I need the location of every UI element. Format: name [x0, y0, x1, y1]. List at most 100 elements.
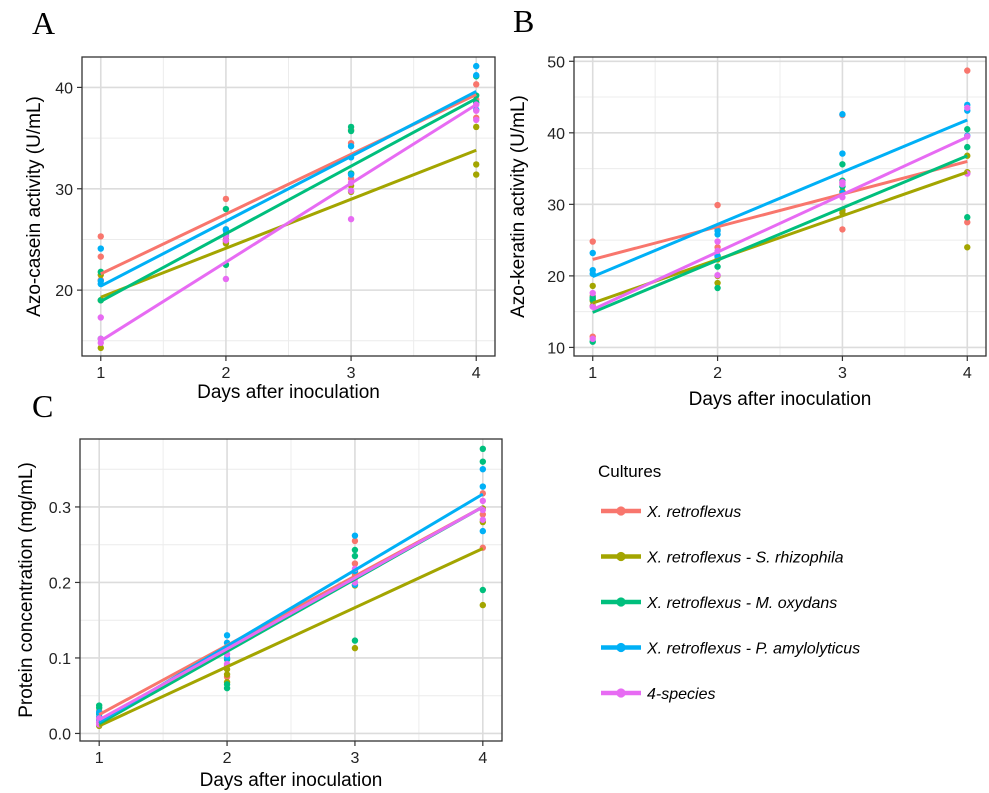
- x-tick-label: 4: [478, 750, 487, 767]
- data-point: [351, 552, 359, 560]
- legend-label: X. retroflexus - M. oxydans: [646, 595, 837, 612]
- data-point: [97, 314, 104, 321]
- data-point: [347, 142, 355, 150]
- data-point: [97, 245, 104, 252]
- data-point: [589, 335, 596, 343]
- x-axis-title: Days after inoculation: [197, 382, 380, 403]
- data-point: [479, 466, 487, 473]
- y-tick-label: 50: [547, 54, 565, 71]
- data-point: [222, 275, 230, 283]
- data-point: [473, 107, 480, 114]
- y-axis-title: Azo-casein activity (U/mL): [24, 96, 45, 317]
- x-tick-label: 1: [96, 365, 105, 382]
- regression-line: [98, 547, 484, 728]
- legend-key-point: [616, 642, 626, 653]
- data-point: [351, 644, 359, 652]
- data-point: [479, 458, 487, 465]
- data-point: [714, 201, 721, 209]
- data-point: [347, 171, 355, 178]
- x-tick-label: 3: [350, 750, 359, 767]
- panel-c-letter: C: [32, 388, 53, 424]
- panel-border: [81, 56, 496, 357]
- legend-key: [601, 597, 641, 607]
- regression-line: [592, 118, 968, 278]
- data-point: [589, 282, 596, 290]
- legend-key: [601, 506, 641, 516]
- data-point: [473, 123, 480, 131]
- data-point: [479, 516, 487, 523]
- data-point: [222, 195, 230, 203]
- regression-line: [100, 90, 477, 288]
- data-point: [223, 681, 231, 688]
- data-point: [839, 178, 846, 186]
- data-point: [714, 238, 721, 245]
- data-point: [479, 497, 487, 505]
- data-point: [351, 637, 359, 644]
- data-point: [479, 445, 487, 453]
- x-axis-title: Days after inoculation: [689, 389, 872, 410]
- y-tick-label: 0.3: [49, 500, 71, 517]
- regression-line: [99, 103, 478, 343]
- y-axis-title: Azo-keratin activity (U/mL): [508, 95, 529, 318]
- data-point: [964, 126, 971, 133]
- x-tick-label: 2: [221, 365, 230, 382]
- data-point: [473, 81, 480, 88]
- data-point: [97, 253, 104, 260]
- y-tick-label: 20: [547, 269, 565, 286]
- panel-c: C 1 2 3 4 0.0 0.1 0.2 0.3 Days after inoculation…: [16, 388, 503, 791]
- y-tick-label: 30: [547, 197, 565, 214]
- x-tick-label: 2: [713, 365, 722, 382]
- data-point: [714, 263, 721, 270]
- panel-b-letter: B: [513, 3, 534, 39]
- legend-key-point: [616, 688, 626, 698]
- legend-key-point: [616, 597, 626, 607]
- legend: Cultures X. retroflexus X. retroflexus - …: [598, 462, 860, 703]
- legend-key-point: [616, 506, 626, 516]
- y-tick-label: 40: [547, 126, 565, 143]
- data-point: [714, 279, 721, 287]
- data-point: [964, 67, 971, 74]
- panel-border: [79, 438, 503, 742]
- data-point: [964, 143, 971, 151]
- panel-a: A 1 2 3 4 20 30 40 Days after inoculation Azo-ca…: [24, 5, 496, 403]
- data-point: [964, 244, 971, 251]
- regression-line: [592, 159, 968, 261]
- regression-line: [592, 154, 968, 314]
- data-point: [473, 171, 480, 178]
- regression-line: [100, 97, 477, 303]
- legend-label: X. retroflexus - S. rhizophila: [646, 550, 844, 567]
- data-point: [97, 233, 104, 240]
- data-point: [473, 161, 480, 168]
- regression-line: [98, 505, 484, 722]
- x-tick-label: 2: [223, 750, 232, 767]
- legend-key: [601, 642, 641, 653]
- panel-b: B 1 2 3 4 10 20 30 40 50 Days after inoculation Az…: [508, 3, 987, 410]
- data-point: [351, 560, 359, 567]
- data-point: [964, 104, 971, 111]
- data-point: [223, 671, 231, 678]
- data-point: [964, 219, 971, 226]
- data-point: [839, 161, 846, 168]
- legend-label: 4-species: [647, 686, 715, 703]
- x-axis-title: Days after inoculation: [200, 770, 383, 791]
- data-point: [714, 231, 721, 238]
- y-tick-label: 10: [547, 340, 565, 357]
- data-point: [97, 344, 104, 352]
- data-point: [97, 277, 104, 285]
- data-point: [839, 226, 846, 233]
- data-point: [839, 150, 846, 157]
- y-tick-label: 0.0: [49, 726, 71, 743]
- data-point: [347, 187, 355, 194]
- x-tick-label: 1: [95, 750, 104, 767]
- data-point: [347, 215, 355, 223]
- x-tick-label: 1: [588, 365, 597, 382]
- x-tick-label: 4: [963, 365, 972, 382]
- data-point: [351, 532, 359, 539]
- data-point: [479, 527, 487, 535]
- data-point: [222, 205, 230, 213]
- data-point: [479, 601, 487, 609]
- y-tick-label: 40: [55, 80, 73, 97]
- data-point: [714, 271, 721, 279]
- y-tick-label: 0.1: [49, 651, 71, 668]
